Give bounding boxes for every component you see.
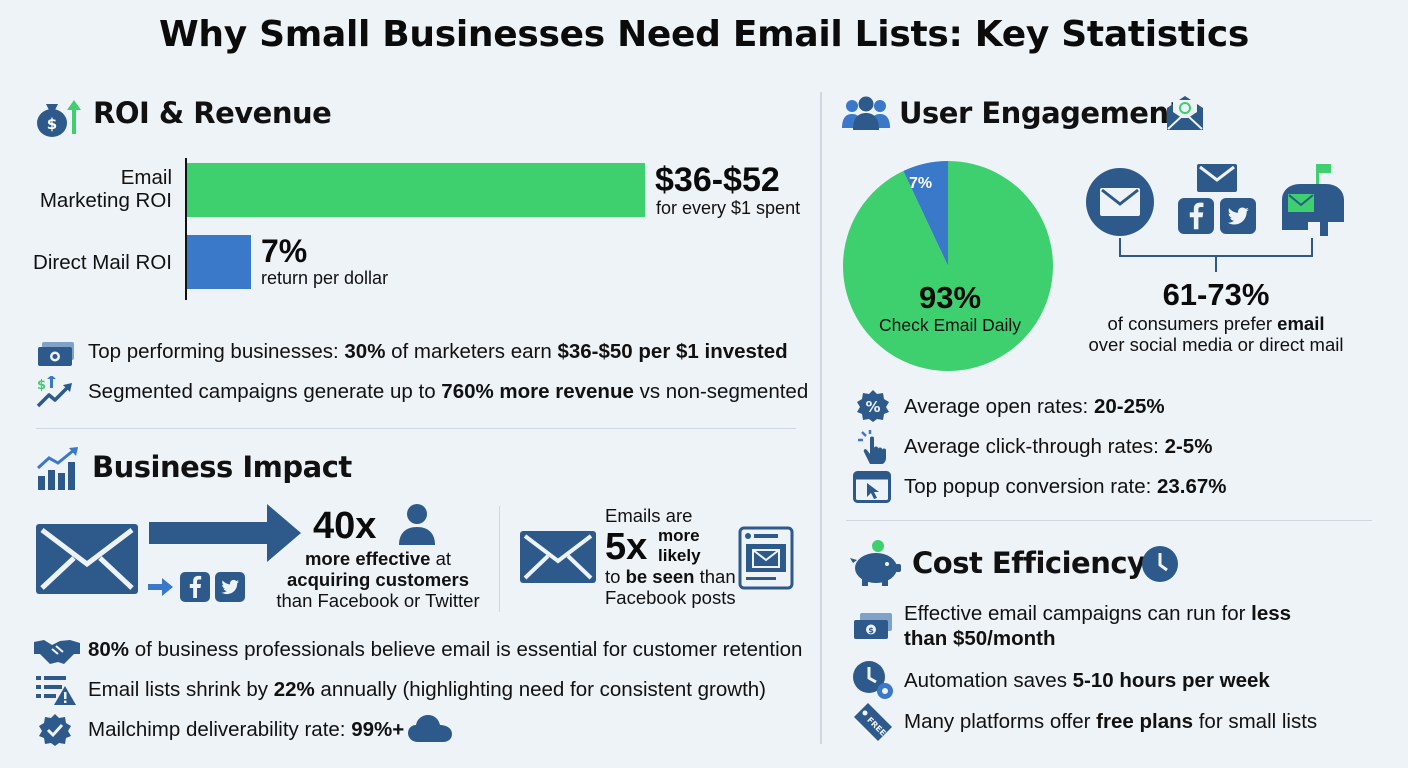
prefer-email-line1: of consumers prefer email [1107,313,1325,334]
engagement-stat-popup: Top popup conversion rate: 23.67% [904,475,1227,498]
impact-5x-value: 5x [605,526,648,568]
roi-stat-top-performing: Top performing businesses: 30% of market… [88,340,788,363]
impact-stat-deliverability: Mailchimp deliverability rate: 99%+ [88,718,405,741]
cash-icon [38,342,74,366]
clock-icon [1142,546,1178,582]
cloud-icon [408,715,452,742]
impact-40x-line1: more effective at [304,548,452,569]
free-tag-icon: FREE [854,703,892,741]
direct-mail-roi-bar [187,235,251,289]
impact-likely-text: likely [658,546,701,565]
direct-mail-roi-sub: return per dollar [261,268,389,288]
impact-stat-retention: 80% of business professionals believe em… [88,638,803,661]
impact-to-be-seen: to be seen than [605,566,736,587]
svg-text:$: $ [47,115,57,133]
impact-40x-value: 40x [313,505,377,547]
email-roi-value: $36-$52 [655,161,780,199]
clock-gear-icon [853,661,893,699]
envelope-icon [36,524,138,594]
mailbox-icon [1282,164,1344,236]
cash-stack-icon: $ [854,613,892,639]
twitter-icon [215,572,245,602]
pie-7-label: 7% [909,175,933,192]
engagement-heading: User Engagement [899,96,1182,130]
small-arrow-icon [148,578,173,596]
facebook-icon [180,572,210,602]
svg-text:%: % [865,398,880,416]
svg-text:$: $ [868,626,874,635]
revenue-growth-icon: $ [36,376,72,408]
emails-are-text: Emails are [605,505,693,526]
impact-40x-line3: than Facebook or Twitter [276,590,480,611]
direct-mail-roi-value: 7% [261,233,308,269]
piggy-bank-icon [850,540,901,586]
list-warning-icon [36,676,76,705]
daily-check-pie-chart [842,161,1053,371]
page-title: Why Small Businesses Need Email Lists: K… [158,14,1250,55]
impact-heading: Business Impact [92,450,352,484]
bar-chart-growth-icon [36,447,78,490]
email-roi-label-line2: Marketing ROI [39,189,172,212]
roi-stat-segmented: Segmented campaigns generate up to 760% … [88,380,809,403]
mail-circle-icon [1086,168,1154,236]
email-roi-bar [187,163,645,217]
cost-stat-budget-line2: than $50/month [904,627,1056,650]
verified-badge-icon [39,714,71,746]
percent-badge-icon: % [857,390,889,422]
impact-stat-list-shrink: Email lists shrink by 22% annually (high… [88,678,766,701]
impact-40x-line2: acquiring customers [287,569,469,590]
impact-more-text: more [658,526,700,545]
small-mail-icon [1197,164,1237,192]
handshake-icon [34,640,80,664]
roi-chart-axis [185,158,187,300]
email-open-icon [1167,96,1203,130]
twitter-small-icon [1220,198,1256,234]
cost-stat-automation: Automation saves 5-10 hours per week [904,669,1270,692]
right-horizontal-divider [846,520,1372,521]
facebook-small-icon [1178,198,1214,234]
pie-slice-not-daily [903,161,948,266]
envelope-small-icon [520,531,596,583]
bracket-connector [1119,238,1313,272]
engagement-stat-open-rate: Average open rates: 20-25% [904,395,1165,418]
impact-facebook-posts: Facebook posts [605,587,736,608]
engagement-stat-ctr: Average click-through rates: 2-5% [904,435,1213,458]
tap-click-icon [858,430,886,464]
pie-slice-daily [842,161,1053,371]
cost-stat-free-plans: Many platforms offer free plans for smal… [904,710,1318,733]
social-post-icon [738,526,794,590]
money-bag-icon: $ [37,100,81,137]
users-group-icon [842,96,890,130]
email-roi-sub: for every $1 spent [656,198,801,218]
prefer-email-value: 61-73% [1162,277,1270,312]
left-horizontal-divider [36,428,796,429]
roi-heading: ROI & Revenue [93,96,332,130]
direct-mail-roi-label: Direct Mail ROI [33,251,172,274]
big-arrow-icon [149,504,301,562]
impact-inner-divider [499,506,500,612]
pie-93-label: 93% [918,280,982,315]
pie-check-email-label: Check Email Daily [879,315,1021,335]
svg-text:$: $ [37,378,46,393]
email-roi-label-line1: Email [120,166,172,189]
cost-heading: Cost Efficiency [912,546,1146,580]
user-icon [399,504,435,545]
cost-stat-budget-line1: Effective email campaigns can run for le… [904,602,1292,625]
prefer-email-line2: over social media or direct mail [1088,334,1344,355]
popup-window-icon [853,471,891,503]
vertical-divider [820,92,822,744]
